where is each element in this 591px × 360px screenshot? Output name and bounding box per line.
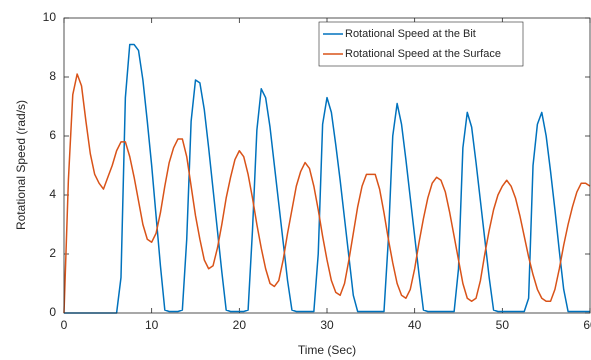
x-tick-label: 0 <box>61 318 68 332</box>
x-tick-label: 50 <box>496 318 510 332</box>
y-tick-label: 4 <box>49 187 56 201</box>
x-tick-label: 40 <box>408 318 422 332</box>
x-tick-label: 10 <box>145 318 159 332</box>
plot-frame <box>63 17 591 314</box>
legend: Rotational Speed at the Bit Rotational Sp… <box>318 21 524 67</box>
y-tick-label: 0 <box>49 305 56 319</box>
x-tick-label: 20 <box>233 318 247 332</box>
legend-label: Rotational Speed at the Surface <box>345 48 501 60</box>
y-tick-label: 2 <box>49 246 56 260</box>
x-axis-label: Time (Sec) <box>298 343 356 357</box>
legend-box <box>318 21 524 67</box>
x-tick-label: 30 <box>320 318 334 332</box>
y-axis-label: Rotational Speed (rad/s) <box>14 100 28 230</box>
data-line <box>63 73 591 314</box>
y-tick-label: 6 <box>49 128 56 142</box>
x-tick-label: 60 <box>583 318 591 332</box>
y-tick-label: 8 <box>49 69 56 83</box>
data-line <box>64 43 590 314</box>
y-tick-label: 10 <box>43 10 57 24</box>
legend-label: Rotational Speed at the Bit <box>345 28 476 40</box>
